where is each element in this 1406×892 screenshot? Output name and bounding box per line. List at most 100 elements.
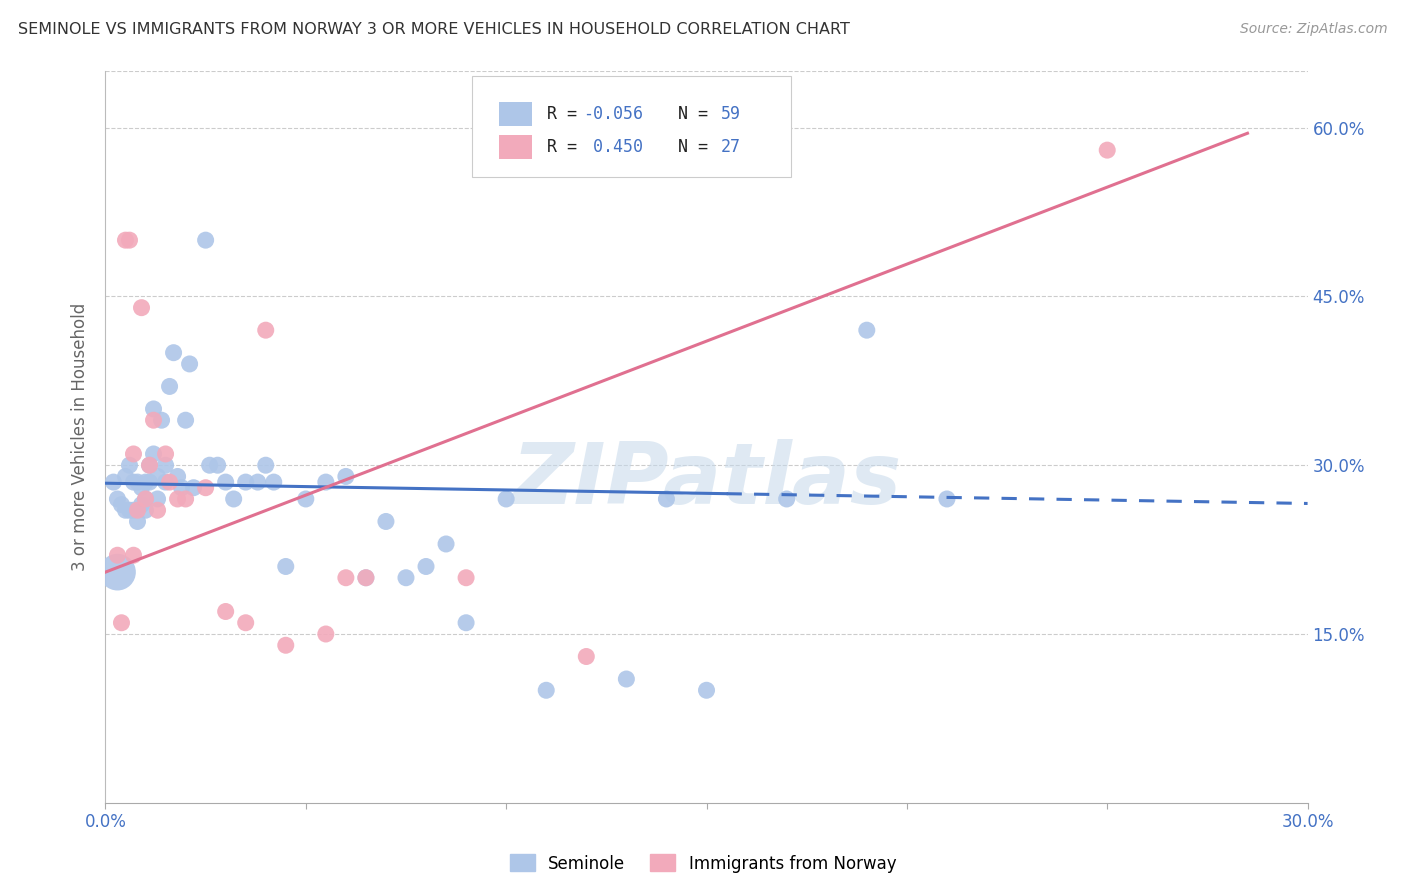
FancyBboxPatch shape bbox=[499, 102, 533, 127]
Point bbox=[335, 571, 357, 585]
Point bbox=[263, 475, 285, 489]
Point bbox=[103, 475, 125, 489]
Point bbox=[274, 559, 297, 574]
Point bbox=[110, 498, 132, 512]
Point bbox=[174, 413, 197, 427]
Point bbox=[194, 481, 217, 495]
Point bbox=[222, 491, 245, 506]
Point bbox=[114, 233, 136, 247]
Point bbox=[131, 301, 153, 315]
Point bbox=[135, 491, 157, 506]
Point bbox=[454, 615, 477, 630]
Point bbox=[114, 469, 136, 483]
Point bbox=[135, 475, 157, 489]
Point bbox=[434, 537, 457, 551]
Point bbox=[235, 475, 257, 489]
Point bbox=[936, 491, 959, 506]
Point bbox=[198, 458, 221, 473]
Point bbox=[122, 548, 145, 562]
Text: -0.056: -0.056 bbox=[582, 105, 643, 123]
Y-axis label: 3 or more Vehicles in Household: 3 or more Vehicles in Household bbox=[72, 303, 90, 571]
Text: N =: N = bbox=[658, 138, 718, 156]
Point bbox=[127, 515, 149, 529]
Point bbox=[315, 475, 337, 489]
Point bbox=[138, 458, 160, 473]
Point bbox=[235, 615, 257, 630]
Point bbox=[183, 481, 205, 495]
Point bbox=[454, 571, 477, 585]
Text: N =: N = bbox=[658, 105, 718, 123]
Point bbox=[415, 559, 437, 574]
Point bbox=[127, 475, 149, 489]
Point bbox=[107, 565, 129, 579]
Point bbox=[246, 475, 269, 489]
Point bbox=[135, 491, 157, 506]
Legend: Seminole, Immigrants from Norway: Seminole, Immigrants from Norway bbox=[503, 847, 903, 880]
Text: Source: ZipAtlas.com: Source: ZipAtlas.com bbox=[1240, 22, 1388, 37]
Point bbox=[159, 475, 181, 489]
Point bbox=[146, 503, 169, 517]
Point bbox=[274, 638, 297, 652]
Point bbox=[142, 401, 165, 416]
Text: R =: R = bbox=[547, 105, 586, 123]
Point bbox=[395, 571, 418, 585]
Text: ZIPatlas: ZIPatlas bbox=[512, 440, 901, 523]
Point bbox=[534, 683, 557, 698]
Point bbox=[166, 469, 188, 483]
Text: R =: R = bbox=[547, 138, 586, 156]
Point bbox=[131, 481, 153, 495]
Point bbox=[214, 475, 236, 489]
Point bbox=[315, 627, 337, 641]
Point bbox=[122, 503, 145, 517]
Point bbox=[254, 323, 277, 337]
Point bbox=[114, 503, 136, 517]
Point bbox=[146, 491, 169, 506]
Point bbox=[135, 503, 157, 517]
Point bbox=[146, 469, 169, 483]
Point bbox=[118, 458, 141, 473]
Text: 59: 59 bbox=[721, 105, 741, 123]
Point bbox=[295, 491, 318, 506]
Point bbox=[174, 491, 197, 506]
Point bbox=[776, 491, 799, 506]
Point bbox=[374, 515, 398, 529]
Point bbox=[131, 498, 153, 512]
Point bbox=[170, 481, 193, 495]
Point bbox=[616, 672, 638, 686]
Point bbox=[138, 458, 160, 473]
Point bbox=[1097, 143, 1119, 157]
Point bbox=[696, 683, 718, 698]
Point bbox=[118, 503, 141, 517]
Point bbox=[166, 491, 188, 506]
Point bbox=[107, 491, 129, 506]
Point bbox=[254, 458, 277, 473]
Point bbox=[655, 491, 678, 506]
Point bbox=[214, 605, 236, 619]
Point bbox=[159, 379, 181, 393]
Point bbox=[142, 413, 165, 427]
Point bbox=[155, 475, 177, 489]
FancyBboxPatch shape bbox=[472, 77, 790, 178]
Point bbox=[127, 503, 149, 517]
Point bbox=[207, 458, 229, 473]
Point bbox=[155, 447, 177, 461]
Point bbox=[155, 458, 177, 473]
Point bbox=[354, 571, 377, 585]
Point bbox=[118, 233, 141, 247]
Point bbox=[194, 233, 217, 247]
Point bbox=[150, 413, 173, 427]
Point bbox=[575, 649, 598, 664]
Text: 27: 27 bbox=[721, 138, 741, 156]
Point bbox=[142, 447, 165, 461]
Point bbox=[335, 469, 357, 483]
Point bbox=[354, 571, 377, 585]
Point bbox=[107, 548, 129, 562]
Point bbox=[162, 345, 184, 359]
Text: 0.450: 0.450 bbox=[582, 138, 643, 156]
Point bbox=[138, 475, 160, 489]
Point bbox=[122, 447, 145, 461]
Point bbox=[110, 615, 132, 630]
Point bbox=[855, 323, 877, 337]
Point bbox=[122, 475, 145, 489]
Point bbox=[495, 491, 517, 506]
